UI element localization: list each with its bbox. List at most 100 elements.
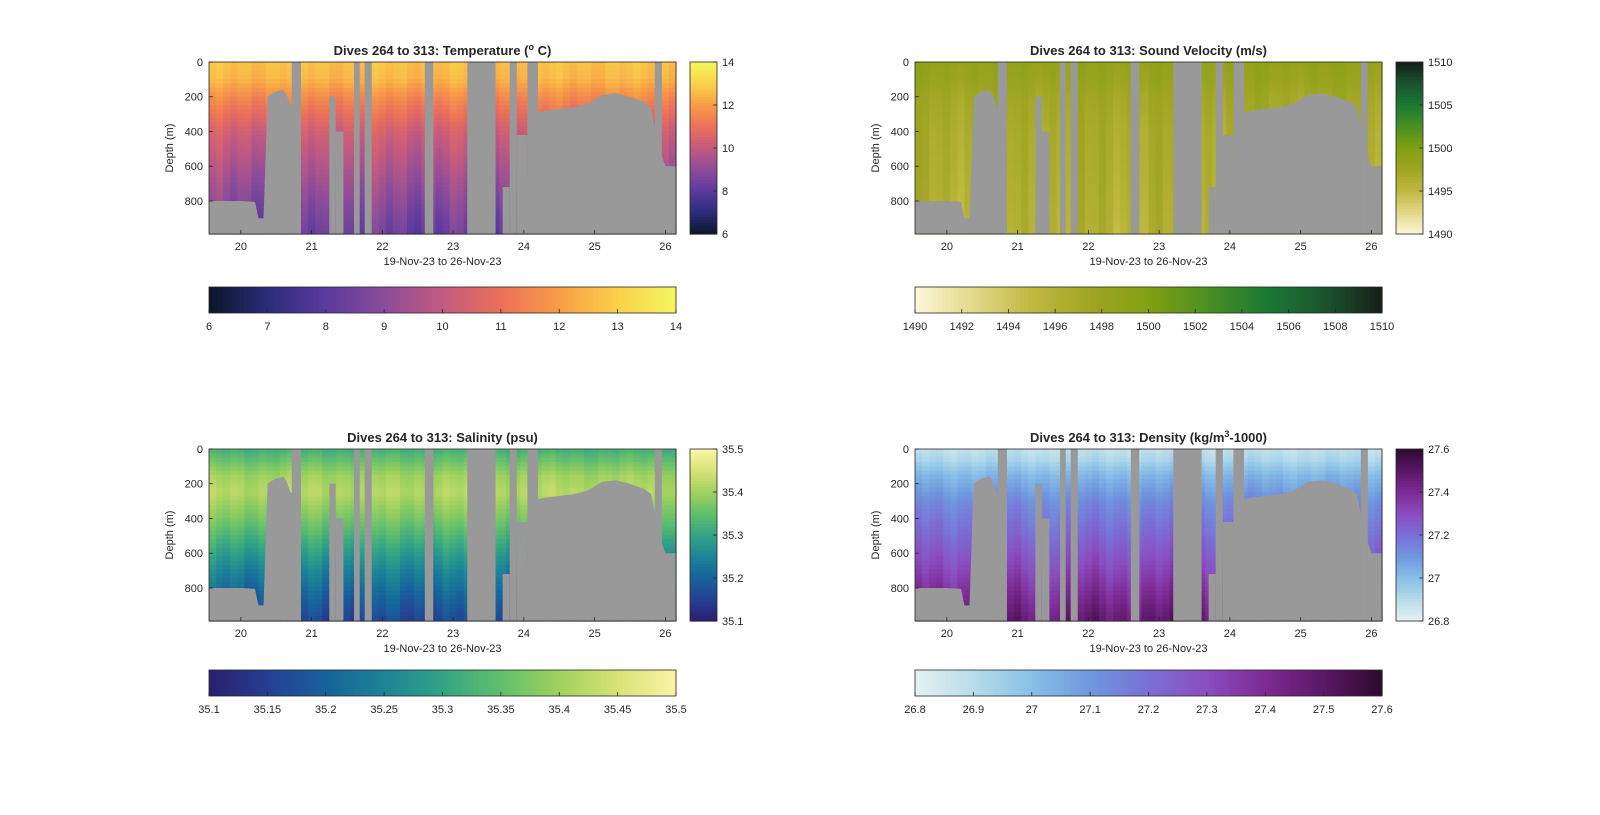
heat-cell bbox=[414, 92, 422, 97]
heat-cell bbox=[492, 165, 500, 171]
colorbar-segment bbox=[216, 287, 222, 313]
heat-cell bbox=[392, 199, 401, 205]
heat-cell bbox=[343, 191, 352, 196]
heat-cell bbox=[943, 117, 951, 123]
heat-cell bbox=[513, 122, 521, 128]
colorbar-segment bbox=[690, 170, 717, 175]
heat-cell bbox=[237, 70, 245, 76]
heat-cell bbox=[619, 62, 628, 67]
heat-cell bbox=[576, 87, 585, 93]
heat-cell bbox=[223, 182, 231, 188]
heat-cell bbox=[407, 203, 415, 209]
heat-cell bbox=[661, 96, 670, 102]
heat-cell bbox=[435, 169, 444, 175]
heat-cell bbox=[407, 178, 415, 183]
heat-cell bbox=[555, 62, 564, 67]
heat-cell bbox=[668, 79, 677, 85]
chart-title: Dives 264 to 313: Temperature (o C) bbox=[334, 42, 552, 58]
heat-cell bbox=[541, 66, 550, 72]
heat-cell bbox=[1162, 165, 1171, 171]
heat-cell bbox=[251, 186, 260, 192]
heat-cell bbox=[442, 225, 451, 231]
heat-cell bbox=[1155, 173, 1164, 179]
heat-cell bbox=[449, 221, 458, 226]
heat-cell bbox=[1106, 66, 1114, 72]
heat-cell bbox=[209, 122, 217, 128]
heat-cell bbox=[534, 96, 543, 102]
heat-cell bbox=[244, 139, 253, 145]
colorbar-segment bbox=[690, 133, 717, 138]
heat-cell bbox=[1148, 62, 1157, 67]
heat-cell bbox=[1162, 70, 1171, 76]
heat-cell bbox=[357, 130, 366, 136]
heat-cell bbox=[492, 109, 500, 115]
heat-cell bbox=[1240, 79, 1249, 85]
heat-cell bbox=[385, 203, 394, 209]
heat-cell bbox=[1084, 203, 1093, 209]
heat-cell bbox=[964, 191, 973, 196]
heat-cell bbox=[922, 139, 930, 145]
heat-cell bbox=[279, 66, 288, 72]
heat-cell bbox=[661, 126, 670, 132]
heat-cell bbox=[1028, 199, 1036, 205]
heat-cell bbox=[1106, 139, 1114, 145]
heat-cell bbox=[449, 96, 458, 102]
heat-cell bbox=[1021, 221, 1029, 226]
heat-cell bbox=[1113, 221, 1121, 226]
heat-cell bbox=[929, 74, 937, 80]
heat-cell bbox=[1006, 152, 1015, 158]
heat-cell bbox=[1141, 148, 1150, 153]
heat-cell bbox=[492, 186, 500, 192]
heat-cell bbox=[435, 96, 444, 102]
heat-cell bbox=[964, 135, 973, 140]
heat-cell bbox=[1240, 66, 1249, 72]
heat-cell bbox=[499, 83, 507, 89]
heat-cell bbox=[244, 135, 253, 140]
heat-cell bbox=[1240, 87, 1249, 93]
heat-cell bbox=[1049, 62, 1058, 67]
heat-cell bbox=[1028, 229, 1036, 235]
heat-cell bbox=[315, 70, 323, 76]
heat-cell bbox=[950, 62, 959, 67]
heat-cell bbox=[499, 87, 507, 93]
heat-cell bbox=[1091, 195, 1100, 201]
heat-cell bbox=[300, 195, 309, 201]
heat-cell bbox=[1077, 186, 1086, 192]
colorbar-segment bbox=[255, 287, 261, 313]
heat-cell bbox=[1077, 178, 1086, 183]
heat-cell bbox=[1084, 212, 1093, 218]
heat-cell bbox=[251, 96, 260, 102]
heat-cell bbox=[1120, 216, 1128, 222]
heat-cell bbox=[357, 216, 366, 222]
heat-cell bbox=[513, 74, 521, 80]
heat-cell bbox=[442, 203, 451, 209]
colorbar-segment bbox=[524, 287, 529, 313]
heat-cell bbox=[251, 105, 260, 110]
heat-cell bbox=[357, 186, 366, 192]
heat-cell bbox=[258, 165, 267, 171]
heat-cell bbox=[943, 169, 951, 175]
heat-cell bbox=[1226, 117, 1235, 123]
heat-cell bbox=[357, 83, 366, 89]
heat-cell bbox=[1077, 70, 1086, 76]
heat-cell bbox=[442, 87, 451, 93]
heat-cell bbox=[378, 139, 387, 145]
heat-cell bbox=[1148, 143, 1157, 149]
heat-cell bbox=[1205, 126, 1213, 132]
heat-cell bbox=[1063, 195, 1072, 201]
heat-cell bbox=[400, 117, 408, 123]
heat-cell bbox=[1205, 139, 1213, 145]
colorbar-segment bbox=[352, 287, 358, 313]
colorbar-segment bbox=[376, 287, 381, 313]
heat-cell bbox=[1035, 74, 1043, 80]
heat-cell bbox=[1219, 62, 1227, 67]
heat-cell bbox=[357, 160, 366, 166]
heat-cell bbox=[400, 156, 408, 162]
heat-cell bbox=[237, 117, 245, 123]
heat-cell bbox=[385, 169, 394, 175]
heat-cell bbox=[343, 130, 352, 136]
heat-cell bbox=[230, 117, 238, 123]
heat-cell bbox=[971, 87, 980, 93]
heat-cell bbox=[407, 139, 415, 145]
heat-cell bbox=[407, 100, 415, 106]
